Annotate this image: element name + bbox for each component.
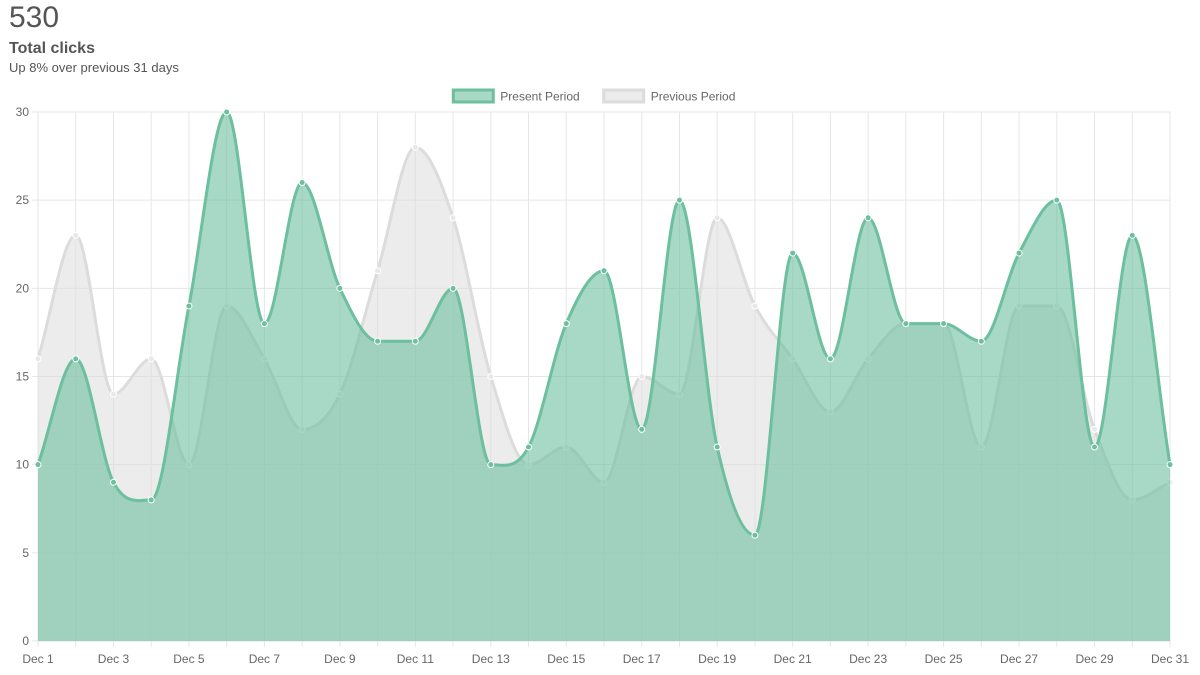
previous-period-point[interactable] bbox=[374, 267, 382, 275]
present-period-point[interactable] bbox=[600, 267, 608, 275]
previous-period-point[interactable] bbox=[638, 373, 646, 380]
present-period-point[interactable] bbox=[336, 284, 344, 292]
present-period-point[interactable] bbox=[1128, 231, 1136, 239]
y-tick-label: 0 bbox=[22, 634, 29, 648]
previous-period-point[interactable] bbox=[713, 214, 721, 222]
present-period-point[interactable] bbox=[34, 461, 42, 469]
present-period-point[interactable] bbox=[223, 108, 231, 116]
metric-title: Total clicks bbox=[9, 40, 95, 57]
present-period-point[interactable] bbox=[638, 425, 646, 433]
present-period-point[interactable] bbox=[147, 496, 155, 504]
present-period-point[interactable] bbox=[1166, 461, 1174, 469]
chart-legend[interactable]: Present Period Previous Period bbox=[451, 88, 736, 104]
present-period-point[interactable] bbox=[1015, 249, 1023, 257]
y-tick-label: 20 bbox=[16, 281, 30, 295]
x-tick-label: Dec 15 bbox=[547, 652, 585, 666]
summary-header: 530 Total clicks Up 8% over previous 31 … bbox=[9, 0, 179, 76]
present-period-point[interactable] bbox=[562, 320, 570, 328]
x-tick-label: Dec 5 bbox=[173, 652, 205, 666]
present-period-point[interactable] bbox=[260, 320, 268, 328]
present-period-point[interactable] bbox=[1053, 196, 1061, 204]
present-period-point[interactable] bbox=[374, 337, 382, 345]
present-period-point[interactable] bbox=[449, 284, 457, 292]
x-tick-label: Dec 3 bbox=[98, 652, 130, 666]
x-tick-label: Dec 25 bbox=[925, 652, 963, 666]
previous-period-point[interactable] bbox=[487, 373, 495, 380]
y-tick-label: 15 bbox=[16, 370, 30, 384]
present-period-point[interactable] bbox=[977, 337, 985, 345]
x-tick-label: Dec 1 bbox=[22, 652, 54, 666]
present-period-point[interactable] bbox=[675, 196, 683, 204]
present-period-point[interactable] bbox=[298, 179, 306, 187]
previous-period-point[interactable] bbox=[147, 355, 155, 363]
present-period-point[interactable] bbox=[185, 302, 193, 310]
present-period-point[interactable] bbox=[411, 337, 419, 345]
metric-subtitle: Up 8% over previous 31 days bbox=[9, 60, 179, 75]
legend-swatch-previous-period[interactable] bbox=[602, 88, 646, 104]
previous-period-point[interactable] bbox=[411, 143, 419, 151]
x-tick-label: Dec 21 bbox=[774, 652, 812, 666]
present-period-point[interactable] bbox=[525, 443, 533, 451]
x-tick-label: Dec 7 bbox=[249, 652, 281, 666]
x-tick-label: Dec 27 bbox=[1000, 652, 1038, 666]
previous-period-point[interactable] bbox=[109, 390, 117, 398]
present-period-point[interactable] bbox=[751, 531, 759, 539]
present-period-area bbox=[38, 112, 1170, 641]
x-tick-label: Dec 29 bbox=[1076, 652, 1114, 666]
previous-period-point[interactable] bbox=[1091, 425, 1099, 433]
previous-period-point[interactable] bbox=[34, 355, 42, 363]
present-period-point[interactable] bbox=[1091, 443, 1099, 451]
present-period-point[interactable] bbox=[826, 355, 834, 363]
present-period-point[interactable] bbox=[713, 443, 721, 451]
y-tick-label: 25 bbox=[16, 193, 30, 207]
legend-swatch-present-period[interactable] bbox=[451, 88, 495, 104]
x-tick-label: Dec 11 bbox=[397, 652, 434, 666]
previous-period-point[interactable] bbox=[72, 231, 80, 239]
present-period-point[interactable] bbox=[72, 355, 80, 363]
x-tick-label: Dec 9 bbox=[324, 652, 356, 666]
legend-label-present-period[interactable]: Present Period bbox=[500, 90, 579, 104]
y-tick-label: 30 bbox=[16, 105, 30, 119]
y-tick-label: 5 bbox=[22, 546, 29, 560]
legend-label-previous-period[interactable]: Previous Period bbox=[651, 90, 736, 104]
present-period-point[interactable] bbox=[902, 320, 910, 328]
x-tick-label: Dec 13 bbox=[472, 652, 510, 666]
x-tick-label: Dec 23 bbox=[849, 652, 887, 666]
previous-period-point[interactable] bbox=[751, 302, 759, 310]
total-count: 530 bbox=[9, 1, 60, 34]
previous-period-point[interactable] bbox=[449, 214, 457, 222]
x-tick-label: Dec 17 bbox=[623, 652, 661, 666]
y-tick-label: 10 bbox=[16, 458, 30, 472]
present-period-point[interactable] bbox=[109, 478, 117, 486]
chart-axes: 0 5 10 15 20 25 30 Dec 1 Dec 3 Dec 5 Dec 7 Dec 9 Dec… bbox=[16, 105, 1190, 666]
x-tick-label: Dec 31 bbox=[1151, 652, 1189, 666]
present-period-point[interactable] bbox=[789, 249, 797, 257]
present-period-point[interactable] bbox=[864, 214, 872, 222]
x-tick-label: Dec 19 bbox=[698, 652, 736, 666]
series-layer bbox=[34, 108, 1174, 641]
present-period-point[interactable] bbox=[940, 320, 948, 328]
present-period-point[interactable] bbox=[487, 461, 495, 469]
